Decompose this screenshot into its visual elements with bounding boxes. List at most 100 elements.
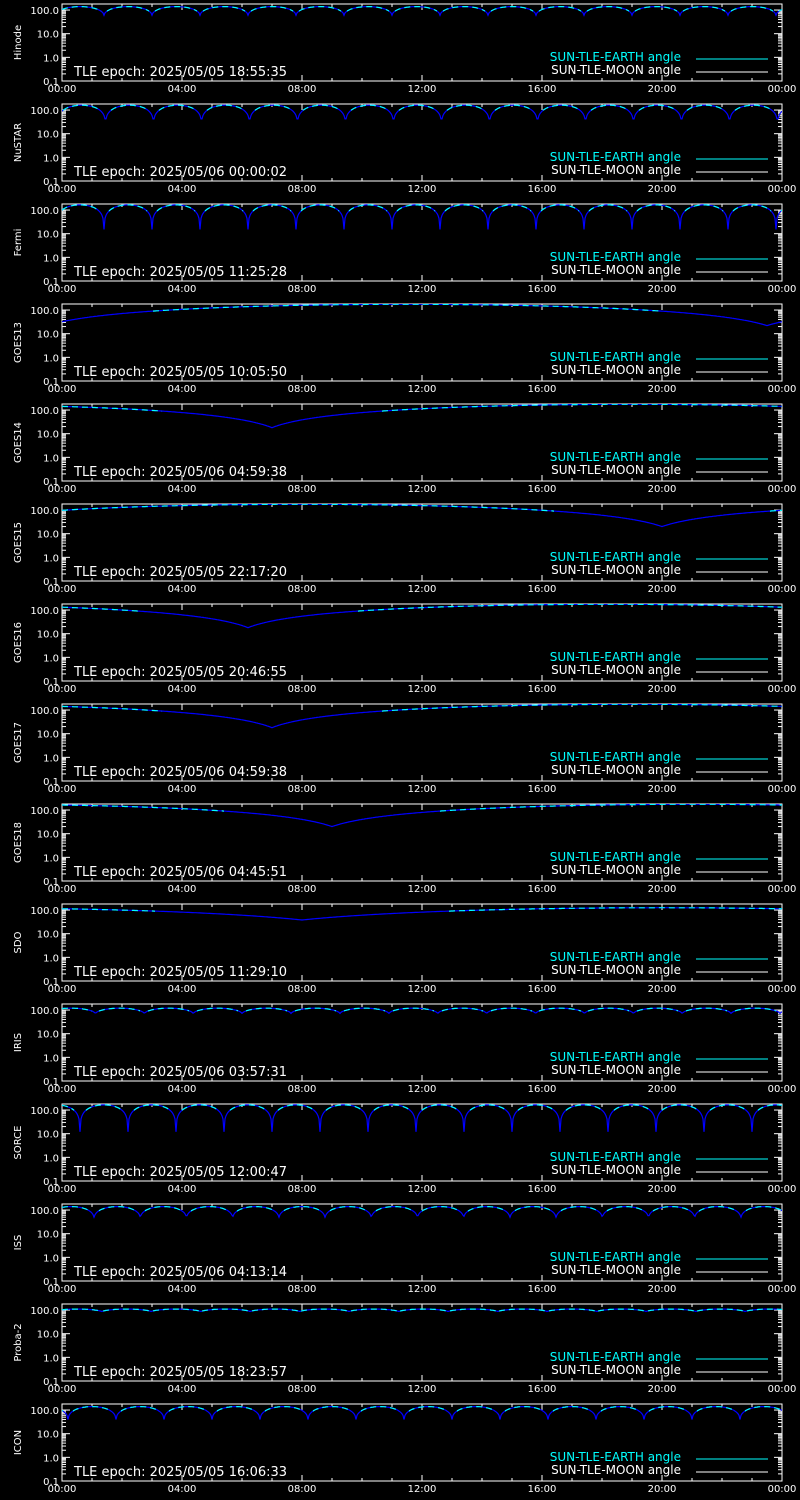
satellite-name: GOES18 xyxy=(13,822,24,863)
satellite-name: GOES17 xyxy=(13,722,24,763)
y-tick-label: 0.1 xyxy=(43,677,59,688)
sun-tle-earth-curve xyxy=(62,1007,777,1012)
x-tick-label: 12:00 xyxy=(408,84,437,95)
x-tick-label: 12:00 xyxy=(408,1284,437,1295)
satellite-name: ISS xyxy=(13,1235,24,1251)
panel-hinode: 100.010.01.00.100:00 04:00 08:00 12:00 16:00… xyxy=(13,3,796,95)
x-tick-label: 00:00 xyxy=(768,184,797,195)
x-tick-label: 00:00 xyxy=(768,384,797,395)
legend-earth-label: SUN-TLE-EARTH angle xyxy=(550,50,681,64)
legend-moon-label: SUN-TLE-MOON angle xyxy=(551,363,681,377)
x-tick-label: 00:00 xyxy=(48,784,77,795)
x-tick-label: 08:00 xyxy=(288,984,317,995)
legend-moon-label: SUN-TLE-MOON angle xyxy=(551,963,681,977)
x-tick-label: 00:00 xyxy=(48,1384,77,1395)
x-tick-label: 12:00 xyxy=(408,684,437,695)
y-tick-label: 10.0 xyxy=(37,730,59,741)
x-tick-label: 16:00 xyxy=(528,1084,557,1095)
panel-nustar: 100.010.01.00.100:00 04:00 08:00 12:00 16:00… xyxy=(13,103,797,195)
tle-epoch-text: TLE epoch: 2025/05/05 11:25:28 xyxy=(73,265,287,280)
panel-goes15: 100.010.01.00.100:00 04:00 08:00 12:00 16:00… xyxy=(13,503,796,595)
y-tick-label: 100.0 xyxy=(30,806,59,817)
x-tick-label: 08:00 xyxy=(288,884,317,895)
y-tick-label: 0.1 xyxy=(43,1077,59,1088)
panel-sdo: 100.010.01.00.100:00 04:00 08:00 12:00 16:00… xyxy=(13,903,796,995)
sun-tle-moon-curve xyxy=(62,1007,782,1015)
tle-epoch-text: TLE epoch: 2025/05/05 10:05:50 xyxy=(73,365,287,380)
legend-earth-label: SUN-TLE-EARTH angle xyxy=(550,1450,681,1464)
x-tick-label: 00:00 xyxy=(768,484,797,495)
sun-tle-earth-curve xyxy=(62,704,782,712)
x-tick-label: 04:00 xyxy=(168,84,197,95)
satellite-name: Fermi xyxy=(13,229,24,257)
legend-moon-label: SUN-TLE-MOON angle xyxy=(551,63,681,77)
x-tick-label: 20:00 xyxy=(648,284,677,295)
x-tick-label: 08:00 xyxy=(288,1384,317,1395)
y-tick-label: 0.1 xyxy=(43,977,59,988)
y-tick-label: 10.0 xyxy=(37,930,59,941)
satellite-name: GOES13 xyxy=(13,322,24,363)
y-tick-label: 1.0 xyxy=(43,453,59,464)
legend-moon-label: SUN-TLE-MOON angle xyxy=(551,1463,681,1477)
legend-moon-label: SUN-TLE-MOON angle xyxy=(551,1263,681,1277)
tle-epoch-text: TLE epoch: 2025/05/06 04:45:51 xyxy=(73,865,287,880)
y-tick-label: 100.0 xyxy=(30,1306,59,1317)
y-tick-label: 100.0 xyxy=(30,6,59,17)
y-tick-label: 10.0 xyxy=(37,1430,59,1441)
x-tick-label: 08:00 xyxy=(288,1184,317,1195)
legend-moon-label: SUN-TLE-MOON angle xyxy=(551,863,681,877)
y-tick-label: 0.1 xyxy=(43,477,59,488)
sun-tle-earth-curve xyxy=(62,1406,782,1412)
x-tick-label: 20:00 xyxy=(648,984,677,995)
x-tick-label: 00:00 xyxy=(768,284,797,295)
y-tick-label: 10.0 xyxy=(37,1030,59,1041)
x-tick-label: 08:00 xyxy=(288,484,317,495)
x-tick-label: 00:00 xyxy=(48,884,77,895)
y-tick-label: 100.0 xyxy=(30,1206,59,1217)
y-tick-label: 100.0 xyxy=(30,506,59,517)
y-tick-label: 0.1 xyxy=(43,577,59,588)
x-tick-label: 08:00 xyxy=(288,1284,317,1295)
satellite-name: Hinode xyxy=(13,25,24,60)
x-tick-label: 04:00 xyxy=(168,184,197,195)
sun-tle-earth-curve xyxy=(62,404,782,412)
y-tick-label: 1.0 xyxy=(43,1253,59,1264)
legend-earth-label: SUN-TLE-EARTH angle xyxy=(550,1350,681,1364)
sun-tle-earth-curve xyxy=(62,6,782,12)
x-tick-label: 12:00 xyxy=(408,1084,437,1095)
sun-tle-moon-curve xyxy=(62,304,782,327)
y-tick-label: 1.0 xyxy=(43,753,59,764)
panel-sorce: 100.010.01.00.100:00 04:00 08:00 12:00 16:00… xyxy=(13,1103,796,1195)
tle-epoch-text: TLE epoch: 2025/05/06 00:00:02 xyxy=(73,165,287,180)
legend-earth-label: SUN-TLE-EARTH angle xyxy=(550,250,681,264)
sun-tle-earth-curve xyxy=(62,604,782,612)
tle-epoch-text: TLE epoch: 2025/05/05 18:55:35 xyxy=(73,65,287,80)
legend-moon-label: SUN-TLE-MOON angle xyxy=(551,763,681,777)
panel-goes14: 100.010.01.00.100:00 04:00 08:00 12:00 16:00… xyxy=(13,403,797,495)
x-tick-label: 04:00 xyxy=(168,684,197,695)
panel-iris: 100.010.01.00.100:00 04:00 08:00 12:00 16:00… xyxy=(13,1003,796,1095)
legend-earth-label: SUN-TLE-EARTH angle xyxy=(550,950,681,964)
x-tick-label: 12:00 xyxy=(408,784,437,795)
y-tick-label: 100.0 xyxy=(30,1106,59,1117)
tle-epoch-text: TLE epoch: 2025/05/06 03:57:31 xyxy=(73,1065,287,1080)
y-tick-label: 1.0 xyxy=(43,853,59,864)
x-tick-label: 20:00 xyxy=(648,784,677,795)
x-tick-label: 16:00 xyxy=(528,84,557,95)
y-tick-label: 10.0 xyxy=(37,1130,59,1141)
x-tick-label: 12:00 xyxy=(408,584,437,595)
tle-epoch-text: TLE epoch: 2025/05/06 04:13:14 xyxy=(73,1265,287,1280)
y-tick-label: 10.0 xyxy=(37,830,59,841)
panel-goes17: 100.010.01.00.100:00 04:00 08:00 12:00 16:00… xyxy=(13,703,796,795)
x-tick-label: 16:00 xyxy=(528,1484,557,1495)
x-tick-label: 08:00 xyxy=(288,84,317,95)
legend-earth-label: SUN-TLE-EARTH angle xyxy=(550,1150,681,1164)
x-tick-label: 20:00 xyxy=(648,684,677,695)
x-tick-label: 04:00 xyxy=(168,284,197,295)
x-tick-label: 00:00 xyxy=(48,1084,77,1095)
x-tick-label: 00:00 xyxy=(48,384,77,395)
y-tick-label: 10.0 xyxy=(37,630,59,641)
x-tick-label: 00:00 xyxy=(48,84,77,95)
x-tick-label: 20:00 xyxy=(648,1484,677,1495)
x-tick-label: 12:00 xyxy=(408,1384,437,1395)
